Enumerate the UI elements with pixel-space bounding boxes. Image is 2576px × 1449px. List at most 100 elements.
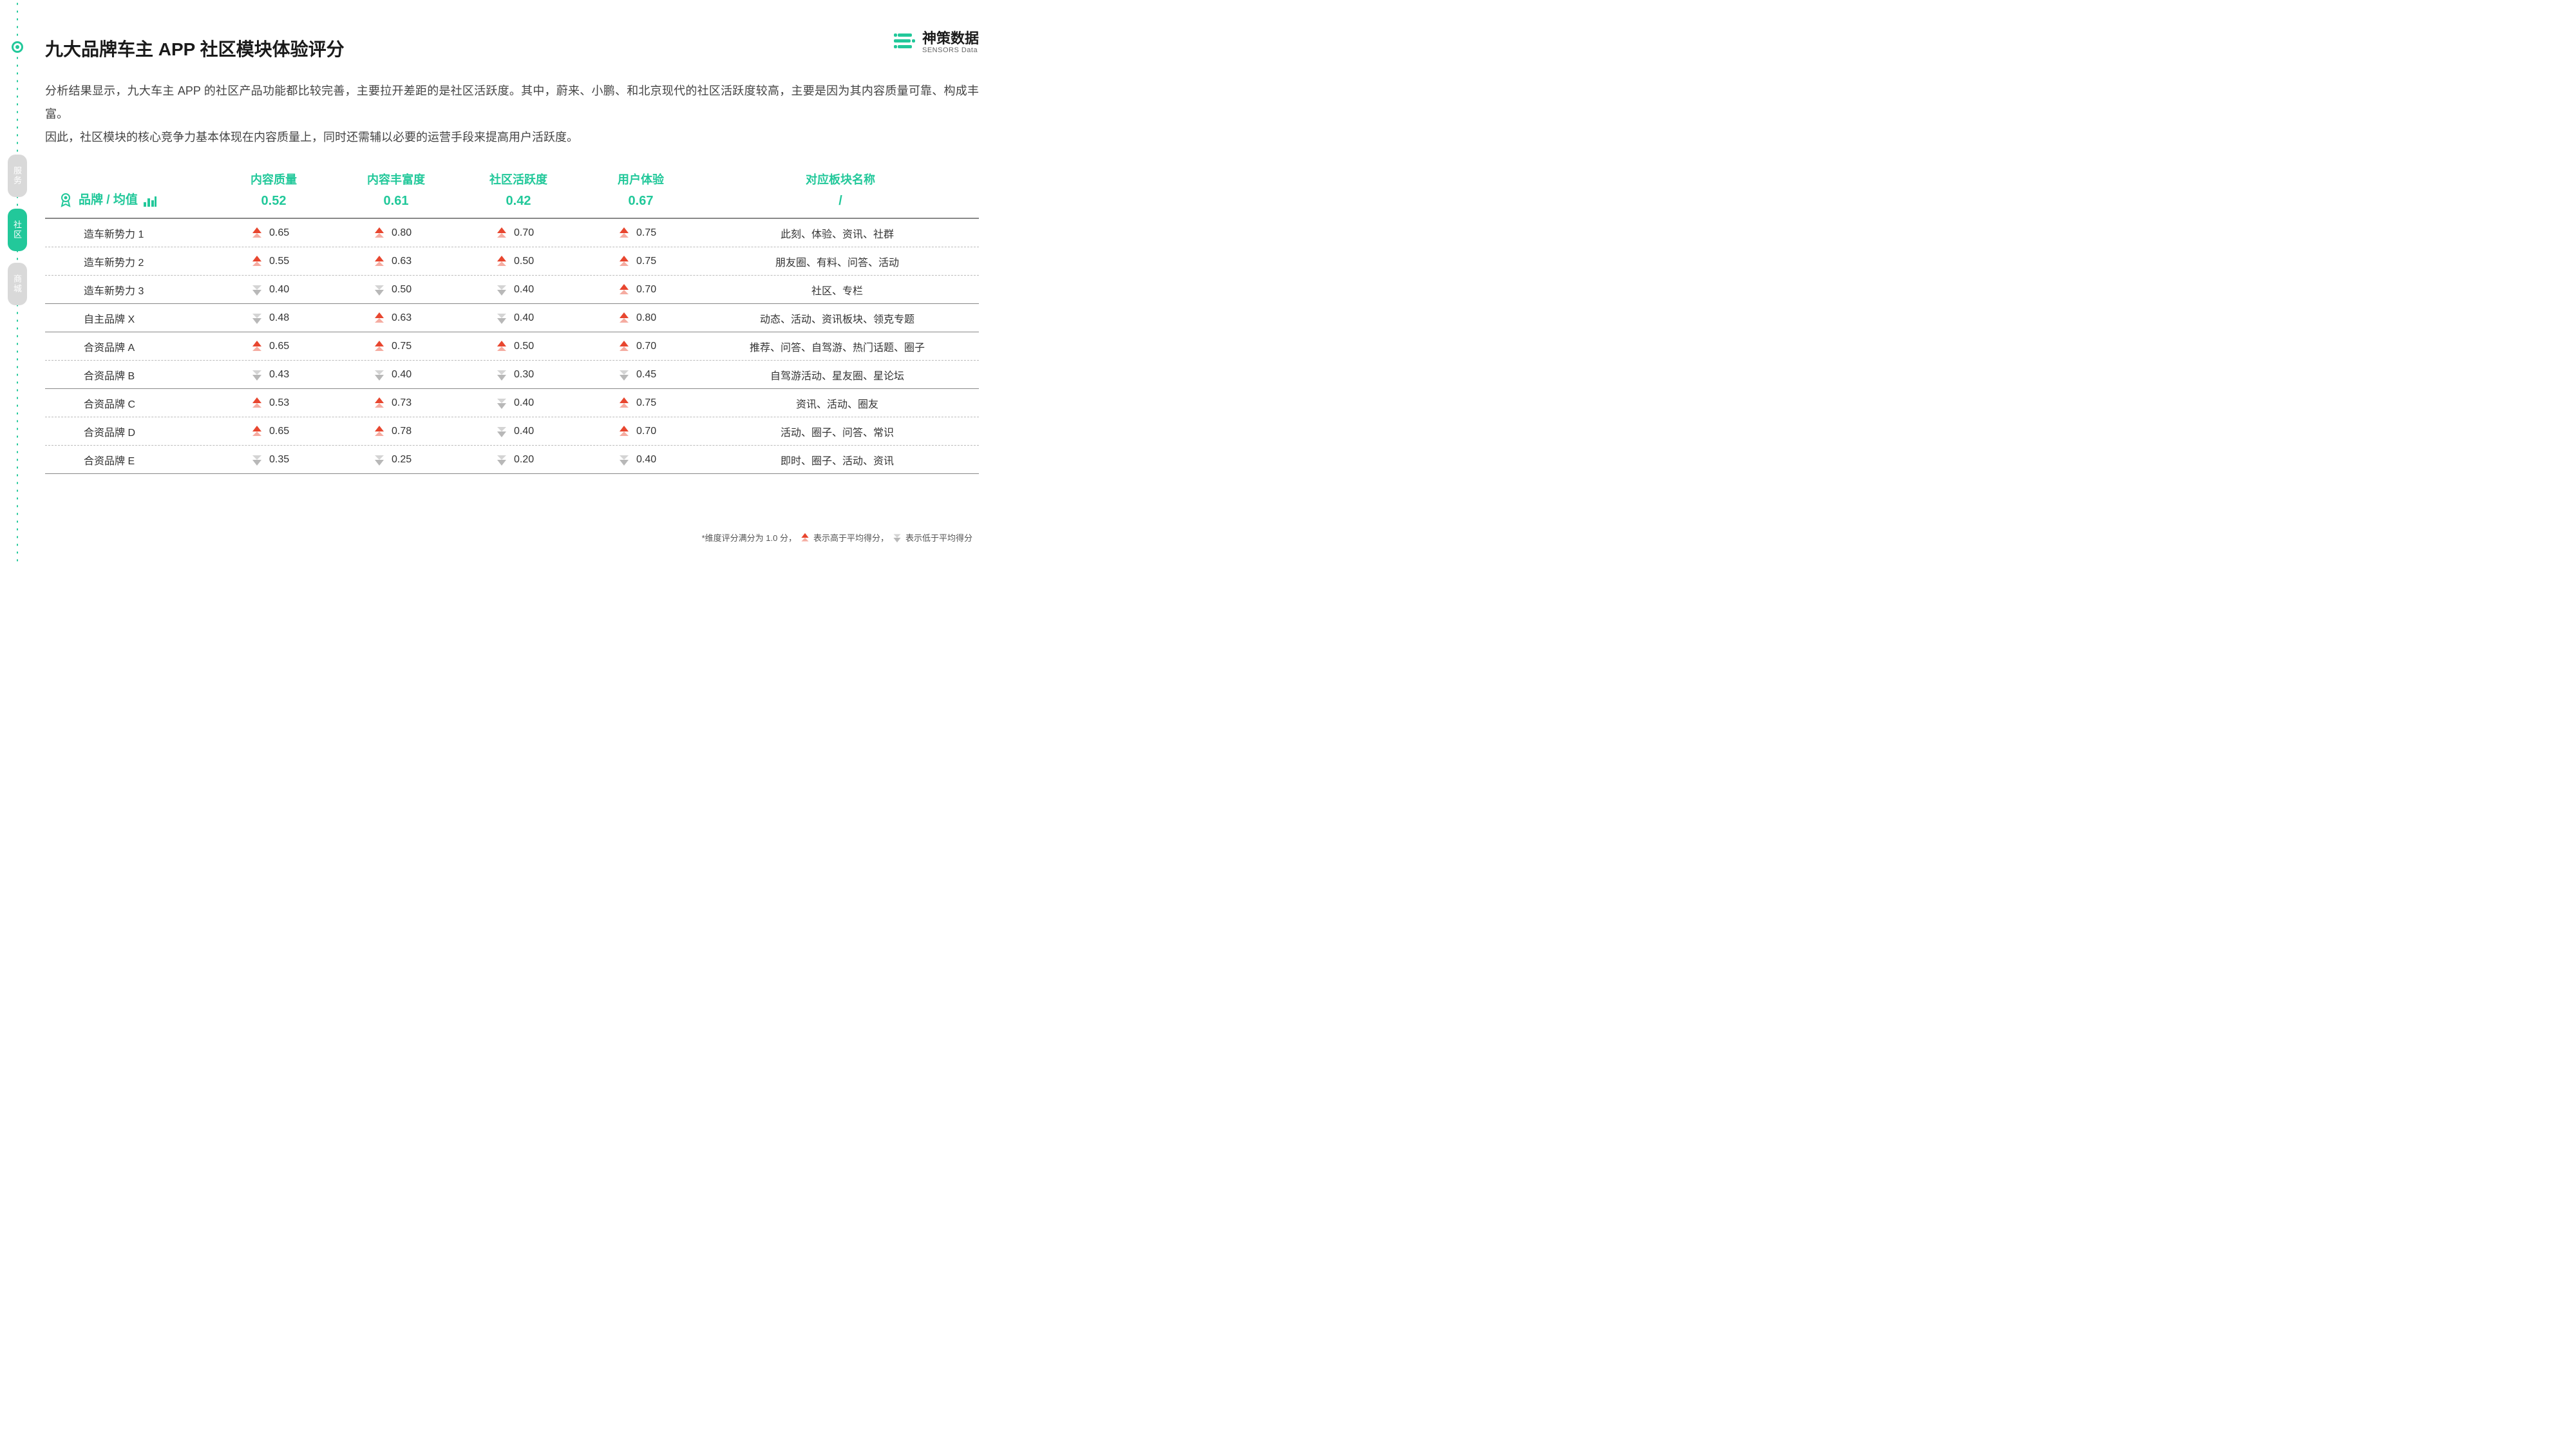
value-number: 0.70 [636,341,662,352]
table-row: 自主品牌 X0.480.630.400.80动态、活动、资讯板块、领克专题 [45,304,979,332]
cell-value: 0.65 [213,426,335,437]
arrow-down-icon [497,454,506,466]
cell-value: 0.50 [335,284,457,296]
side-tabs: 服务社区商城 [8,155,27,305]
value-number: 0.65 [269,227,295,239]
value-number: 0.78 [392,426,417,437]
cell-value: 0.50 [457,256,580,267]
side-tab[interactable]: 社区 [8,209,27,251]
value-number: 0.80 [392,227,417,239]
arrow-up-icon [620,284,629,296]
cell-value: 0.40 [213,284,335,296]
side-tab[interactable]: 服务 [8,155,27,197]
arrow-down-icon [620,369,629,381]
column-header: 内容丰富度0.61 [335,171,457,209]
cell-value: 0.70 [580,284,702,296]
arrow-up-icon [375,256,384,267]
value-number: 0.40 [269,284,295,296]
cell-value: 0.80 [335,227,457,239]
value-number: 0.70 [636,284,662,296]
cell-value: 0.30 [457,369,580,381]
arrow-up-icon [620,312,629,324]
value-number: 0.63 [392,312,417,324]
cell-value: 0.80 [580,312,702,324]
arrow-down-icon [893,533,900,542]
cell-value: 0.40 [457,426,580,437]
arrow-down-icon [620,454,629,466]
column-avg: 0.52 [213,194,335,209]
cell-value: 0.75 [580,397,702,409]
cell-value: 0.70 [580,426,702,437]
bullet-icon [12,41,23,53]
cell-value: 0.20 [457,454,580,466]
cell-value: 0.70 [580,341,702,352]
value-number: 0.48 [269,312,295,324]
arrow-up-icon [375,227,384,239]
arrow-down-icon [252,284,261,296]
cell-value: 0.40 [457,397,580,409]
cell-value: 0.65 [213,341,335,352]
arrow-up-icon [252,256,261,267]
cell-value: 0.75 [580,227,702,239]
bars-icon [143,194,157,207]
table-row: 合资品牌 A0.650.750.500.70推荐、问答、自驾游、热门话题、圈子 [45,332,979,361]
footnote-prefix: *维度评分满分为 1.0 分， [702,531,797,544]
cell-brand: 合资品牌 D [45,424,213,439]
value-number: 0.40 [514,284,540,296]
value-number: 0.75 [636,227,662,239]
cell-brand: 合资品牌 E [45,452,213,468]
value-number: 0.75 [636,397,662,409]
cell-value: 0.75 [580,256,702,267]
value-number: 0.55 [269,256,295,267]
cell-value: 0.53 [213,397,335,409]
arrow-down-icon [252,454,261,466]
cell-section: 动态、活动、资讯板块、领克专题 [702,310,979,326]
column-label: 社区活跃度 [457,171,580,187]
arrow-up-icon [620,426,629,437]
arrow-up-icon [801,533,808,542]
column-label: 用户体验 [580,171,702,187]
table-row: 造车新势力 30.400.500.400.70社区、专栏 [45,276,979,304]
arrow-down-icon [497,284,506,296]
cell-value: 0.43 [213,369,335,381]
arrow-down-icon [497,312,506,324]
value-number: 0.30 [514,369,540,381]
arrow-down-icon [375,284,384,296]
cell-section: 活动、圈子、问答、常识 [702,424,979,439]
column-avg: 0.61 [335,194,457,209]
column-header: 内容质量0.52 [213,171,335,209]
cell-section: 资讯、活动、圈友 [702,395,979,411]
value-number: 0.75 [392,341,417,352]
table-row: 造车新势力 10.650.800.700.75此刻、体验、资讯、社群 [45,219,979,247]
arrow-down-icon [497,397,506,409]
cell-value: 0.70 [457,227,580,239]
arrow-down-icon [252,369,261,381]
arrow-up-icon [497,341,506,352]
value-number: 0.80 [636,312,662,324]
table-row: 造车新势力 20.550.630.500.75朋友圈、有料、问答、活动 [45,247,979,276]
arrow-up-icon [375,426,384,437]
cell-value: 0.55 [213,256,335,267]
arrow-up-icon [375,341,384,352]
value-number: 0.35 [269,454,295,466]
cell-value: 0.73 [335,397,457,409]
cell-value: 0.50 [457,341,580,352]
value-number: 0.40 [392,369,417,381]
arrow-up-icon [620,256,629,267]
badge-icon [58,192,73,207]
table-row: 合资品牌 C0.530.730.400.75资讯、活动、圈友 [45,389,979,417]
value-number: 0.40 [514,312,540,324]
table-header: 品牌 / 均值 内容质量0.52内容丰富度0.61社区活跃度0.42用户体验0.… [45,164,979,219]
cell-value: 0.48 [213,312,335,324]
cell-brand: 合资品牌 B [45,367,213,383]
arrow-up-icon [375,397,384,409]
cell-value: 0.25 [335,454,457,466]
value-number: 0.40 [636,454,662,466]
table-row: 合资品牌 E0.350.250.200.40即时、圈子、活动、资讯 [45,446,979,474]
side-tab[interactable]: 商城 [8,263,27,305]
cell-section: 社区、专栏 [702,282,979,298]
value-number: 0.65 [269,426,295,437]
value-number: 0.25 [392,454,417,466]
cell-section: 推荐、问答、自驾游、热门话题、圈子 [702,339,979,354]
cell-value: 0.78 [335,426,457,437]
